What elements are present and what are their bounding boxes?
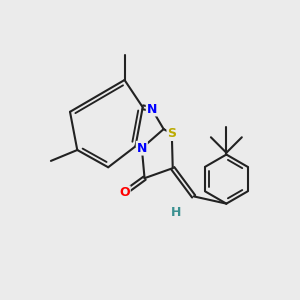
- Text: H: H: [171, 206, 182, 219]
- Text: N: N: [147, 103, 157, 116]
- Text: N: N: [136, 142, 147, 155]
- Text: O: O: [119, 186, 130, 199]
- Text: S: S: [167, 127, 176, 140]
